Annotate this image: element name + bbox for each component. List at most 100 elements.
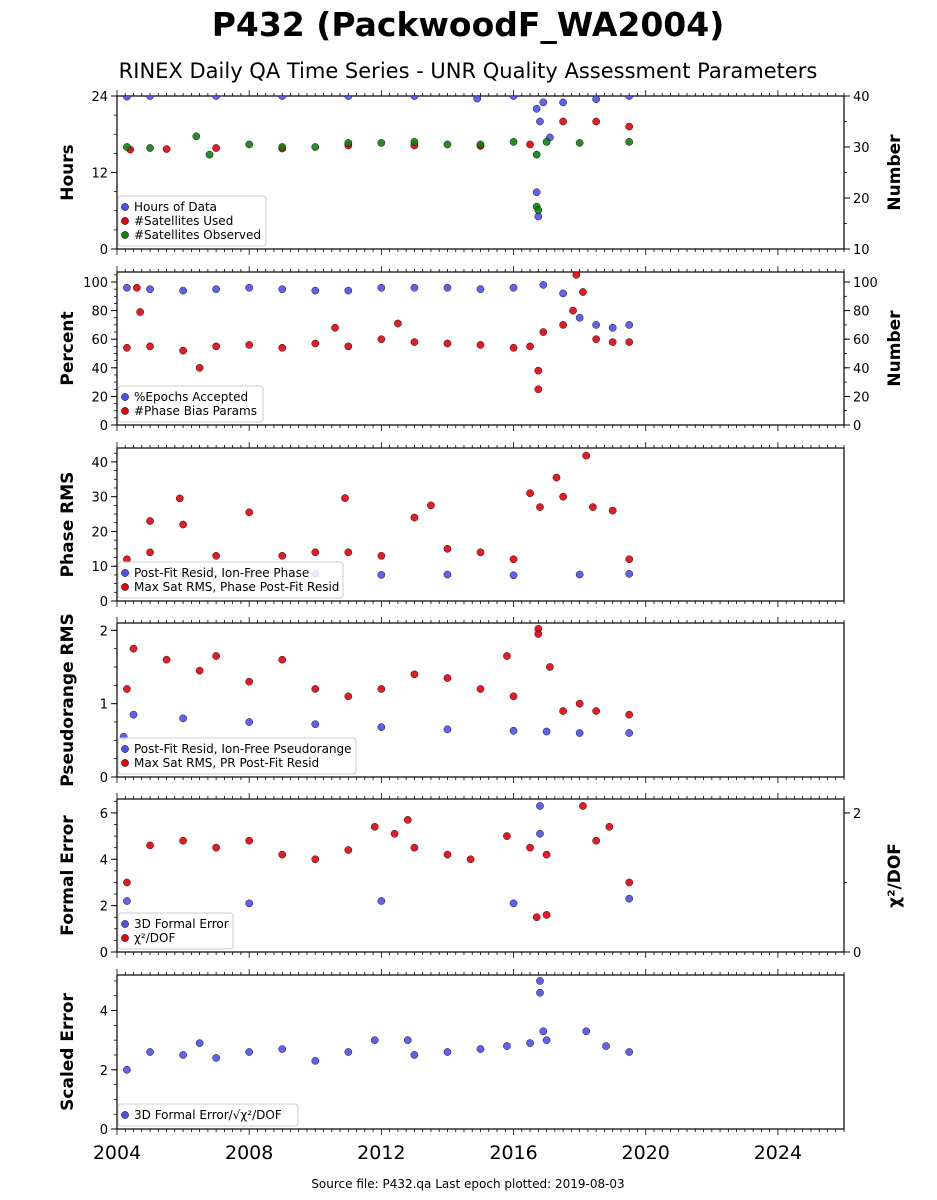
y-tick-label: 24 xyxy=(91,90,108,105)
series-2 xyxy=(123,451,634,564)
data-point xyxy=(212,652,220,660)
data-point xyxy=(179,346,187,355)
data-point xyxy=(311,855,320,864)
data-point xyxy=(146,144,154,152)
y-tick-label: 0 xyxy=(100,1123,108,1138)
data-point xyxy=(476,341,485,349)
data-point xyxy=(410,338,419,346)
y2-tick-label: 40 xyxy=(853,362,870,377)
series-3 xyxy=(123,132,634,215)
data-point xyxy=(278,850,287,859)
data-point xyxy=(278,96,287,100)
data-point xyxy=(245,140,254,149)
data-point xyxy=(245,836,254,845)
data-point xyxy=(245,899,254,908)
data-point xyxy=(245,718,254,726)
data-point xyxy=(410,670,419,679)
data-point xyxy=(592,836,601,845)
data-point xyxy=(579,288,587,296)
data-point xyxy=(370,1036,379,1045)
data-point xyxy=(476,285,485,294)
data-point xyxy=(179,714,187,723)
data-point xyxy=(311,143,320,151)
legend-marker xyxy=(121,203,129,211)
y-axis-label: Phase RMS xyxy=(58,472,78,578)
data-point xyxy=(625,878,634,887)
data-point xyxy=(536,988,544,997)
panel-6: 0 2 4 Scaled Error 2004 2008 2012 2016 2020 2024 3… xyxy=(58,969,845,1164)
data-point xyxy=(162,655,171,664)
data-point xyxy=(179,286,187,295)
data-point xyxy=(179,836,187,845)
data-points xyxy=(119,625,634,741)
data-point xyxy=(146,342,154,351)
data-point xyxy=(625,122,634,131)
data-point xyxy=(123,685,131,693)
series-2 xyxy=(123,625,634,719)
panel-3: 0 10 20 30 40 Phase RMS Post-Fit Resid, Ion-Fr… xyxy=(58,442,845,610)
data-point xyxy=(377,723,386,731)
data-point xyxy=(539,281,548,289)
data-point xyxy=(341,494,349,502)
legend-label: #Satellites Used xyxy=(134,214,233,228)
legend-marker xyxy=(121,407,129,415)
data-point xyxy=(212,342,220,351)
data-point xyxy=(572,272,581,279)
data-point xyxy=(123,878,131,887)
data-point xyxy=(136,308,144,316)
y-tick-label: 4 xyxy=(100,853,108,868)
y2-tick-label: 60 xyxy=(853,333,870,348)
panel-2: 0 20 40 60 80 100 0 20 40 60 80 100 Percent Number %Ep… xyxy=(58,266,905,434)
y-tick-label: 20 xyxy=(91,390,108,405)
data-point xyxy=(503,652,511,660)
data-point xyxy=(162,145,171,153)
y-tick-label: 0 xyxy=(100,771,108,786)
data-point xyxy=(278,655,287,664)
data-point xyxy=(526,489,534,498)
data-point xyxy=(344,96,353,100)
data-point xyxy=(278,285,287,294)
legend-marker xyxy=(121,745,129,753)
data-point xyxy=(536,802,544,810)
data-point xyxy=(192,132,201,141)
data-point xyxy=(625,138,634,146)
data-point xyxy=(532,150,541,159)
y2-axis-label: χ²/DOF xyxy=(885,843,905,908)
data-point xyxy=(377,335,386,344)
legend-frame xyxy=(117,1103,299,1127)
data-point xyxy=(331,323,339,332)
data-point xyxy=(608,506,617,515)
data-point xyxy=(377,551,386,560)
data-point xyxy=(526,342,534,351)
data-points xyxy=(123,96,634,221)
y2-axis-label: Number xyxy=(885,310,905,387)
y-tick-label: 40 xyxy=(91,362,108,377)
series-2 xyxy=(123,802,634,922)
data-point xyxy=(539,1027,548,1036)
data-point xyxy=(526,140,534,149)
data-point xyxy=(311,720,320,729)
data-point xyxy=(559,321,567,329)
data-point xyxy=(476,1045,485,1053)
y2-tick-label: 100 xyxy=(853,276,878,291)
data-point xyxy=(602,1042,610,1050)
y2-tick-label: 30 xyxy=(853,141,870,156)
y2-tick-label: 2 xyxy=(853,807,861,822)
y-tick-label: 2 xyxy=(100,1064,108,1079)
series-1 xyxy=(123,281,634,332)
legend-frame xyxy=(117,737,357,775)
data-point xyxy=(509,692,518,701)
data-point xyxy=(526,843,534,852)
data-point xyxy=(575,139,584,147)
data-point xyxy=(473,96,482,103)
x-tick-label: 2016 xyxy=(489,1142,537,1164)
data-point xyxy=(559,492,567,501)
data-point xyxy=(546,663,554,671)
legend: %Epochs Accepted#Phase Bias Params xyxy=(117,385,264,423)
data-point xyxy=(311,685,320,693)
data-point xyxy=(123,283,131,292)
data-point xyxy=(443,674,452,682)
data-point xyxy=(123,343,131,352)
data-point xyxy=(132,283,141,292)
data-point xyxy=(146,841,154,850)
